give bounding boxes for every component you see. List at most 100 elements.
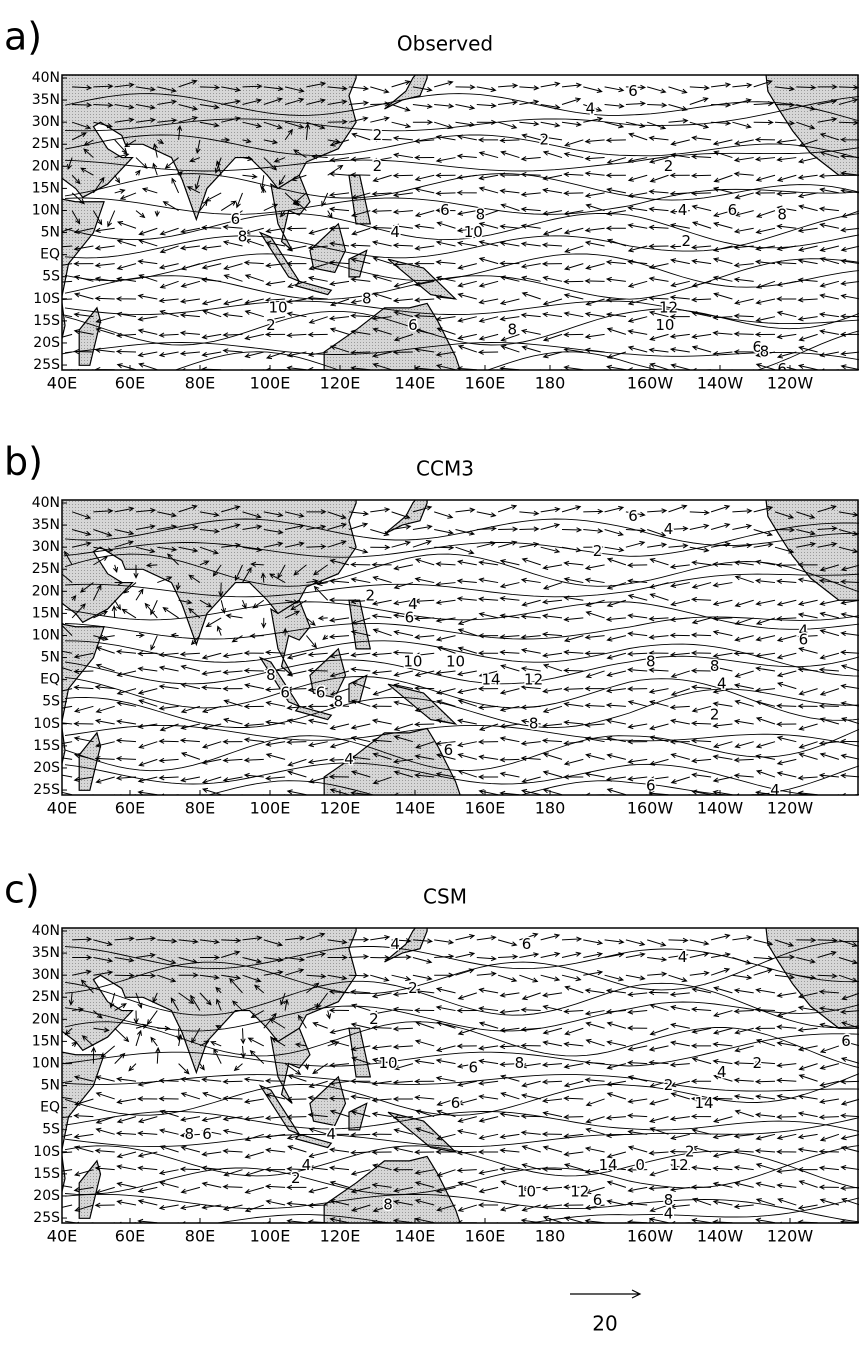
wind-vector	[350, 1110, 371, 1118]
wind-vector	[753, 529, 773, 537]
wind-vector	[205, 617, 222, 628]
wind-vector	[264, 667, 286, 673]
wind-vector	[286, 351, 307, 358]
wind-vector	[733, 171, 754, 177]
wind-vector	[393, 599, 413, 606]
lon-label: 160E	[465, 1227, 506, 1246]
wind-vector	[137, 776, 158, 783]
land	[323, 1155, 461, 1223]
wind-vector	[776, 280, 797, 287]
wind-vector	[391, 121, 412, 129]
wind-vector	[243, 703, 264, 710]
contour-label: 8	[266, 666, 276, 684]
wind-vector	[840, 701, 859, 707]
wind-vector	[371, 315, 392, 321]
wind-vector	[327, 85, 348, 91]
wind-vector	[188, 574, 201, 583]
wind-vector	[797, 277, 818, 283]
wind-vector	[284, 541, 305, 548]
wind-vector	[840, 1113, 859, 1119]
wind-vector	[798, 1180, 818, 1188]
wind-vector	[158, 665, 179, 672]
wind-vector	[307, 758, 328, 765]
wind-vector	[776, 735, 797, 743]
wind-vector	[520, 740, 541, 746]
wind-vector	[176, 125, 183, 140]
wind-vector	[476, 541, 497, 548]
wind-vector	[114, 579, 124, 586]
wind-vector	[732, 121, 752, 129]
wind-vector	[435, 635, 456, 642]
wind-vector	[327, 138, 341, 144]
wind-vector	[329, 670, 350, 678]
wind-vector	[243, 1116, 264, 1122]
wind-vector	[306, 982, 320, 994]
wind-vector	[284, 86, 305, 93]
wind-vector	[542, 351, 563, 359]
wind-vector	[457, 292, 477, 300]
wind-vector	[231, 635, 243, 643]
wind-vector	[627, 1113, 648, 1119]
wind-vector	[115, 332, 137, 338]
wind-vector	[157, 546, 178, 552]
contour	[64, 615, 859, 640]
wind-vector	[520, 312, 541, 318]
wind-vector	[215, 998, 222, 1011]
lat-label: EQ	[40, 672, 60, 688]
wind-vector	[542, 333, 563, 342]
wind-vector	[62, 622, 73, 636]
wind-vector	[690, 1113, 712, 1120]
wind-vector	[287, 280, 307, 289]
wind-vector	[414, 1039, 435, 1047]
wind-vector	[540, 951, 561, 959]
wind-vector	[840, 1056, 859, 1064]
wind-vector	[115, 775, 137, 781]
wind-vector	[199, 992, 212, 1006]
wind-vector	[223, 274, 243, 282]
wind-vector	[80, 979, 94, 994]
panel-label: b)	[4, 440, 43, 484]
wind-vector	[818, 1165, 839, 1171]
wind-vector	[500, 1092, 520, 1100]
wind-vector	[212, 564, 222, 577]
wind-vector	[838, 98, 859, 106]
wind-vector	[691, 221, 712, 229]
wind-vector	[137, 1165, 158, 1171]
wind-vector	[521, 1145, 541, 1153]
wind-vector	[114, 152, 130, 159]
wind-vector	[606, 1199, 627, 1206]
wind-vector	[154, 210, 160, 218]
wind-vector	[499, 1043, 520, 1050]
wind-vector	[157, 86, 177, 93]
contour	[64, 147, 859, 172]
wind-vector	[606, 635, 627, 642]
wind-vector	[478, 186, 499, 194]
wind-vector	[92, 210, 103, 226]
wind-vector	[776, 1062, 797, 1068]
wind-vector	[712, 599, 733, 606]
wind-vector	[648, 989, 669, 996]
lat-label: 25S	[33, 782, 60, 798]
wind-vector	[306, 617, 316, 626]
wind-vector	[393, 723, 414, 731]
wind-vector	[351, 1056, 371, 1065]
wind-vector	[265, 700, 286, 707]
contour	[64, 655, 859, 685]
lat-label: 5S	[42, 269, 60, 285]
wind-vector	[734, 670, 754, 678]
wind-vector	[201, 333, 222, 340]
wind-vector	[649, 1027, 669, 1036]
wind-vector	[234, 564, 243, 582]
wind-vector	[648, 1045, 669, 1052]
wind-vector	[563, 1041, 584, 1047]
wind-vector	[521, 992, 541, 1001]
wind-vector	[159, 723, 179, 732]
wind-vector	[188, 607, 201, 619]
wind-vector	[329, 345, 350, 353]
contour-label: 12	[524, 670, 543, 688]
wind-vector	[392, 613, 413, 619]
wind-vector	[201, 758, 222, 765]
wind-vector	[563, 635, 584, 643]
lat-label: 30N	[32, 967, 60, 983]
